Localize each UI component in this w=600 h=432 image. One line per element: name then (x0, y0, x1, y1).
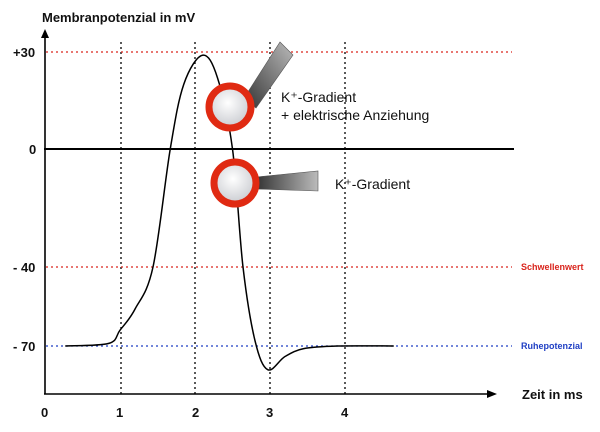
y-tick: +30 (13, 45, 36, 60)
threshold-label: Schwellenwert (521, 262, 584, 272)
x-tick: 3 (266, 405, 274, 420)
lower-channel-pointer (255, 170, 319, 192)
y-axis-title: Membranpotenzial in mV (42, 10, 196, 25)
lower-annotation: K⁺-Gradient (335, 176, 411, 192)
upper-ion-channel-icon (205, 82, 255, 132)
x-axis-arrow (487, 390, 497, 398)
y-axis-arrow (41, 29, 49, 38)
resting-label: Ruhepotenzial (521, 341, 583, 351)
x-axis-title: Zeit in ms (522, 387, 583, 402)
x-tick: 0 (41, 405, 49, 420)
x-tick: 1 (116, 405, 124, 420)
y-tick: - 70 (13, 339, 36, 354)
x-tick: 4 (341, 405, 349, 420)
y-tick: 0 (29, 142, 37, 157)
upper-annotation-line2: + elektrische Anziehung (281, 107, 430, 123)
x-tick: 2 (192, 405, 200, 420)
y-tick: - 40 (13, 260, 36, 275)
vertical-gridlines (120, 42, 346, 394)
membrane-potential-curve (65, 54, 394, 371)
lower-ion-channel-icon (210, 158, 260, 208)
upper-annotation-line1: K⁺-Gradient (281, 89, 357, 105)
